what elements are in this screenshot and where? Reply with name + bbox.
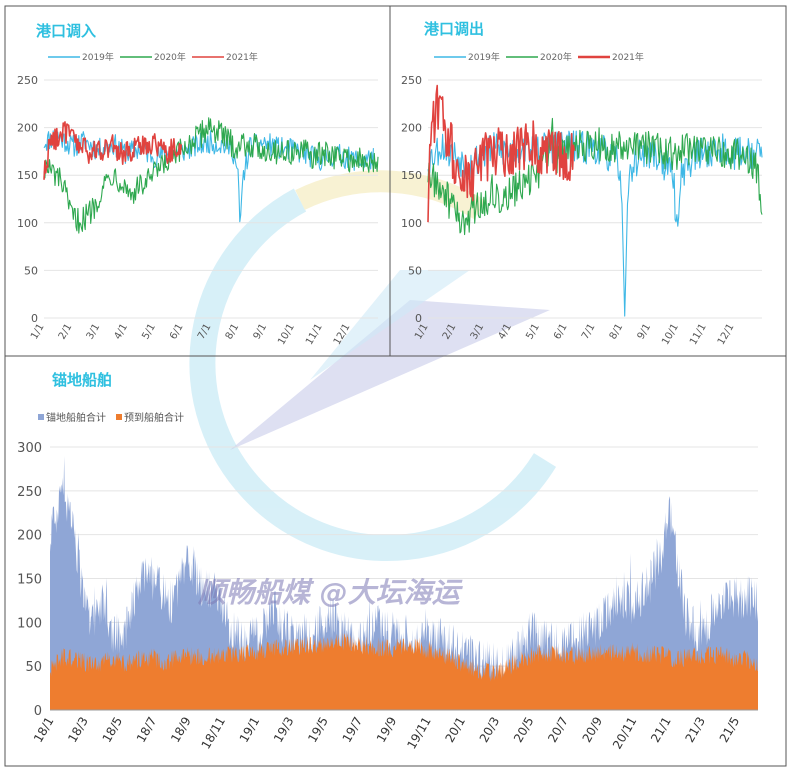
watermark-logo-icon bbox=[189, 170, 557, 561]
y-tick-label: 0 bbox=[415, 312, 422, 325]
port-out-title: 港口调出 bbox=[424, 20, 484, 38]
y-tick-label: 50 bbox=[408, 264, 422, 277]
y-tick-label: 50 bbox=[25, 660, 42, 675]
y-tick-label: 150 bbox=[17, 169, 38, 182]
series-line-2020年 bbox=[43, 117, 379, 234]
x-tick-label: 8/1 bbox=[224, 322, 242, 341]
x-tick-label: 18/5 bbox=[100, 715, 126, 745]
y-tick-label: 150 bbox=[401, 169, 422, 182]
y-tick-label: 0 bbox=[34, 704, 42, 719]
x-tick-label: 21/1 bbox=[648, 715, 674, 745]
legend-swatch-anchored bbox=[38, 414, 44, 420]
watermark-text: 顺畅船煤 @大坛海运 bbox=[197, 576, 464, 609]
x-tick-label: 20/7 bbox=[545, 715, 571, 745]
legend-label-arriving: 预到船舶合计 bbox=[124, 411, 184, 424]
y-tick-label: 250 bbox=[401, 74, 422, 87]
legend-label-anchored: 锚地船舶合计 bbox=[46, 411, 106, 424]
x-tick-label: 21/3 bbox=[682, 715, 708, 745]
port-in-title: 港口调入 bbox=[36, 22, 96, 40]
y-tick-label: 100 bbox=[17, 616, 42, 631]
x-tick-label: 21/5 bbox=[717, 715, 743, 745]
x-tick-label: 18/9 bbox=[168, 715, 194, 745]
anchorage-legend: 锚地船舶合计 预到船舶合计 bbox=[38, 411, 184, 424]
legend-swatch-arriving bbox=[116, 414, 122, 420]
y-tick-label: 100 bbox=[401, 217, 422, 230]
legend-label-2020: 2020年 bbox=[540, 51, 572, 63]
port-in-legend: 2019年 2020年 2021年 bbox=[48, 51, 258, 63]
x-tick-label: 8/1 bbox=[608, 322, 626, 341]
x-tick-label: 19/5 bbox=[305, 715, 331, 745]
x-tick-label: 5/1 bbox=[524, 322, 542, 341]
x-tick-label: 10/1 bbox=[276, 322, 297, 347]
x-tick-label: 18/3 bbox=[65, 715, 91, 745]
y-tick-label: 200 bbox=[17, 122, 38, 135]
x-tick-label: 19/7 bbox=[340, 715, 366, 745]
y-tick-label: 300 bbox=[17, 441, 42, 456]
x-tick-label: 7/1 bbox=[580, 322, 598, 341]
series-line-2019年 bbox=[427, 130, 763, 317]
x-tick-label: 6/1 bbox=[552, 322, 570, 341]
x-tick-label: 20/1 bbox=[442, 715, 468, 745]
legend-label-2020: 2020年 bbox=[154, 51, 186, 63]
y-tick-label: 50 bbox=[24, 264, 38, 277]
port-out-legend: 2019年 2020年 2021年 bbox=[434, 51, 644, 63]
y-tick-label: 150 bbox=[17, 573, 42, 588]
x-tick-label: 19/1 bbox=[237, 715, 263, 745]
x-tick-label: 3/1 bbox=[85, 322, 103, 341]
x-tick-label: 19/3 bbox=[271, 715, 297, 745]
series-area-锚地船舶合计 bbox=[50, 456, 758, 710]
y-tick-label: 250 bbox=[17, 74, 38, 87]
x-tick-label: 6/1 bbox=[168, 322, 186, 341]
legend-label-2019: 2019年 bbox=[468, 51, 500, 63]
x-tick-label: 20/3 bbox=[477, 715, 503, 745]
x-tick-label: 4/1 bbox=[112, 322, 130, 341]
series-line-2021年 bbox=[43, 121, 183, 180]
x-tick-label: 18/11 bbox=[199, 715, 228, 752]
x-tick-label: 9/1 bbox=[636, 322, 654, 341]
x-tick-label: 10/1 bbox=[660, 322, 681, 347]
series-area-预到船舶合计 bbox=[50, 632, 758, 710]
series-line-2021年 bbox=[427, 84, 576, 223]
x-tick-label: 11/1 bbox=[304, 322, 325, 347]
legend-label-2021: 2021年 bbox=[226, 51, 258, 63]
x-tick-label: 18/1 bbox=[31, 715, 57, 745]
y-tick-label: 200 bbox=[17, 529, 42, 544]
series-line-2020年 bbox=[427, 117, 763, 236]
panel-anchorage-frame bbox=[4, 355, 787, 767]
anchorage-title: 锚地船舶 bbox=[52, 371, 112, 389]
x-tick-label: 19/9 bbox=[374, 715, 400, 745]
x-tick-label: 20/5 bbox=[511, 715, 537, 745]
x-tick-label: 18/7 bbox=[134, 715, 160, 745]
y-tick-label: 200 bbox=[401, 122, 422, 135]
x-tick-label: 12/1 bbox=[716, 322, 737, 347]
x-tick-label: 5/1 bbox=[140, 322, 158, 341]
series-line-2019年 bbox=[43, 130, 374, 223]
y-tick-label: 0 bbox=[31, 312, 38, 325]
x-tick-label: 11/1 bbox=[688, 322, 709, 347]
legend-label-2019: 2019年 bbox=[82, 51, 114, 63]
legend-label-2021: 2021年 bbox=[612, 51, 644, 63]
x-tick-label: 2/1 bbox=[57, 322, 75, 341]
x-tick-label: 20/11 bbox=[610, 715, 639, 752]
x-tick-label: 9/1 bbox=[252, 322, 270, 341]
y-tick-label: 250 bbox=[17, 485, 42, 500]
x-tick-label: 19/11 bbox=[404, 715, 433, 752]
y-tick-label: 100 bbox=[17, 217, 38, 230]
x-tick-label: 20/9 bbox=[580, 715, 606, 745]
